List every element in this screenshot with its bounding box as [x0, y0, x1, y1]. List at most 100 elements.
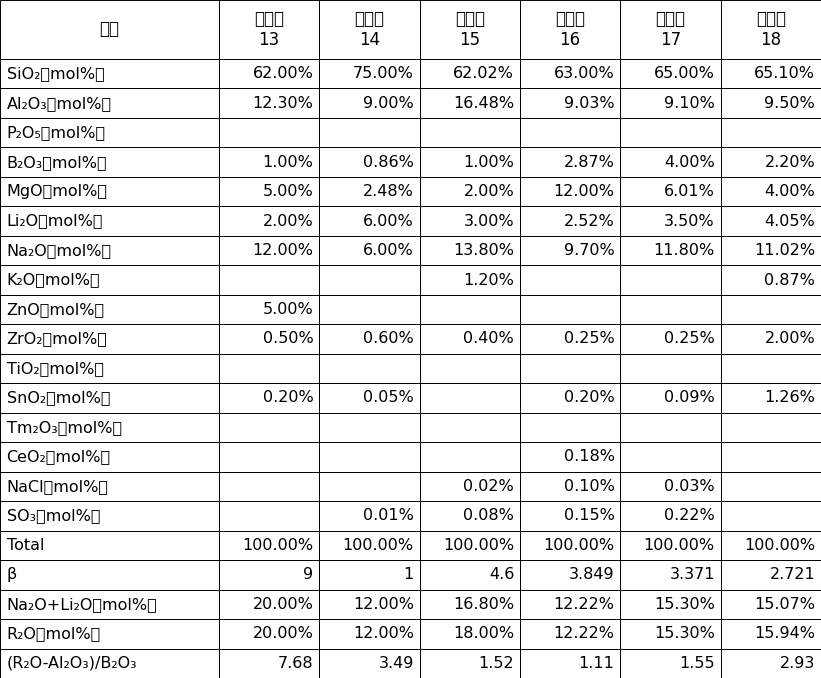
Bar [219, 147, 319, 177]
Bar [219, 59, 319, 88]
Text: 0.18%: 0.18% [563, 450, 614, 464]
Bar [319, 619, 420, 649]
Text: 75.00%: 75.00% [353, 66, 414, 81]
Bar [520, 590, 621, 619]
Bar [219, 619, 319, 649]
Bar [721, 531, 821, 560]
Bar [721, 383, 821, 413]
Bar [420, 59, 520, 88]
Bar [0, 324, 219, 354]
Bar [520, 236, 621, 265]
Bar [319, 442, 420, 472]
Text: Na₂O（mol%）: Na₂O（mol%） [7, 243, 112, 258]
Text: 12.22%: 12.22% [553, 597, 614, 612]
Text: Total: Total [7, 538, 44, 553]
Text: 13.80%: 13.80% [453, 243, 514, 258]
Bar [621, 118, 721, 147]
Bar [319, 590, 420, 619]
Bar [721, 324, 821, 354]
Bar [219, 324, 319, 354]
Text: 实施例
14: 实施例 14 [355, 10, 384, 49]
Text: 0.22%: 0.22% [664, 508, 715, 523]
Text: 9: 9 [304, 567, 314, 582]
Text: 100.00%: 100.00% [342, 538, 414, 553]
Bar [520, 118, 621, 147]
Bar [621, 590, 721, 619]
Text: 0.05%: 0.05% [363, 391, 414, 405]
Bar [621, 324, 721, 354]
Bar [0, 354, 219, 383]
Bar [420, 472, 520, 501]
Bar [721, 177, 821, 206]
Bar [520, 413, 621, 442]
Text: 7.68: 7.68 [278, 656, 314, 671]
Bar [319, 354, 420, 383]
Bar [420, 560, 520, 590]
Bar [621, 177, 721, 206]
Bar [621, 560, 721, 590]
Bar [0, 177, 219, 206]
Bar [0, 560, 219, 590]
Bar [520, 177, 621, 206]
Text: 100.00%: 100.00% [242, 538, 314, 553]
Bar [520, 265, 621, 295]
Bar [721, 147, 821, 177]
Text: 100.00%: 100.00% [644, 538, 715, 553]
Bar [420, 118, 520, 147]
Bar [219, 354, 319, 383]
Bar [721, 560, 821, 590]
Bar [0, 0, 219, 59]
Bar [420, 324, 520, 354]
Bar [621, 295, 721, 324]
Text: 9.70%: 9.70% [564, 243, 614, 258]
Bar [420, 295, 520, 324]
Text: 6.00%: 6.00% [363, 243, 414, 258]
Bar [0, 413, 219, 442]
Bar [520, 472, 621, 501]
Text: 0.40%: 0.40% [463, 332, 514, 346]
Bar [420, 590, 520, 619]
Text: 0.02%: 0.02% [463, 479, 514, 494]
Bar [621, 147, 721, 177]
Bar [420, 0, 520, 59]
Bar [520, 560, 621, 590]
Text: 0.20%: 0.20% [564, 391, 614, 405]
Bar [319, 88, 420, 118]
Bar [219, 649, 319, 678]
Text: 4.00%: 4.00% [764, 184, 815, 199]
Bar [0, 265, 219, 295]
Text: 1: 1 [404, 567, 414, 582]
Text: 3.00%: 3.00% [464, 214, 514, 228]
Text: 1.55: 1.55 [679, 656, 715, 671]
Text: 9.50%: 9.50% [764, 96, 815, 111]
Text: 2.00%: 2.00% [263, 214, 314, 228]
Bar [319, 413, 420, 442]
Bar [219, 383, 319, 413]
Bar [520, 619, 621, 649]
Bar [219, 531, 319, 560]
Bar [0, 118, 219, 147]
Text: SnO₂（mol%）: SnO₂（mol%） [7, 391, 110, 405]
Text: 12.30%: 12.30% [253, 96, 314, 111]
Text: 3.50%: 3.50% [664, 214, 715, 228]
Text: 11.80%: 11.80% [654, 243, 715, 258]
Bar [219, 88, 319, 118]
Text: 2.93: 2.93 [780, 656, 815, 671]
Bar [319, 265, 420, 295]
Bar [319, 324, 420, 354]
Text: 100.00%: 100.00% [443, 538, 514, 553]
Text: 2.20%: 2.20% [764, 155, 815, 170]
Text: 2.00%: 2.00% [463, 184, 514, 199]
Bar [621, 0, 721, 59]
Bar [319, 501, 420, 531]
Bar [0, 59, 219, 88]
Bar [621, 59, 721, 88]
Bar [219, 560, 319, 590]
Bar [520, 88, 621, 118]
Bar [319, 295, 420, 324]
Bar [0, 590, 219, 619]
Bar [219, 206, 319, 236]
Text: β: β [7, 567, 16, 582]
Bar [0, 206, 219, 236]
Bar [721, 472, 821, 501]
